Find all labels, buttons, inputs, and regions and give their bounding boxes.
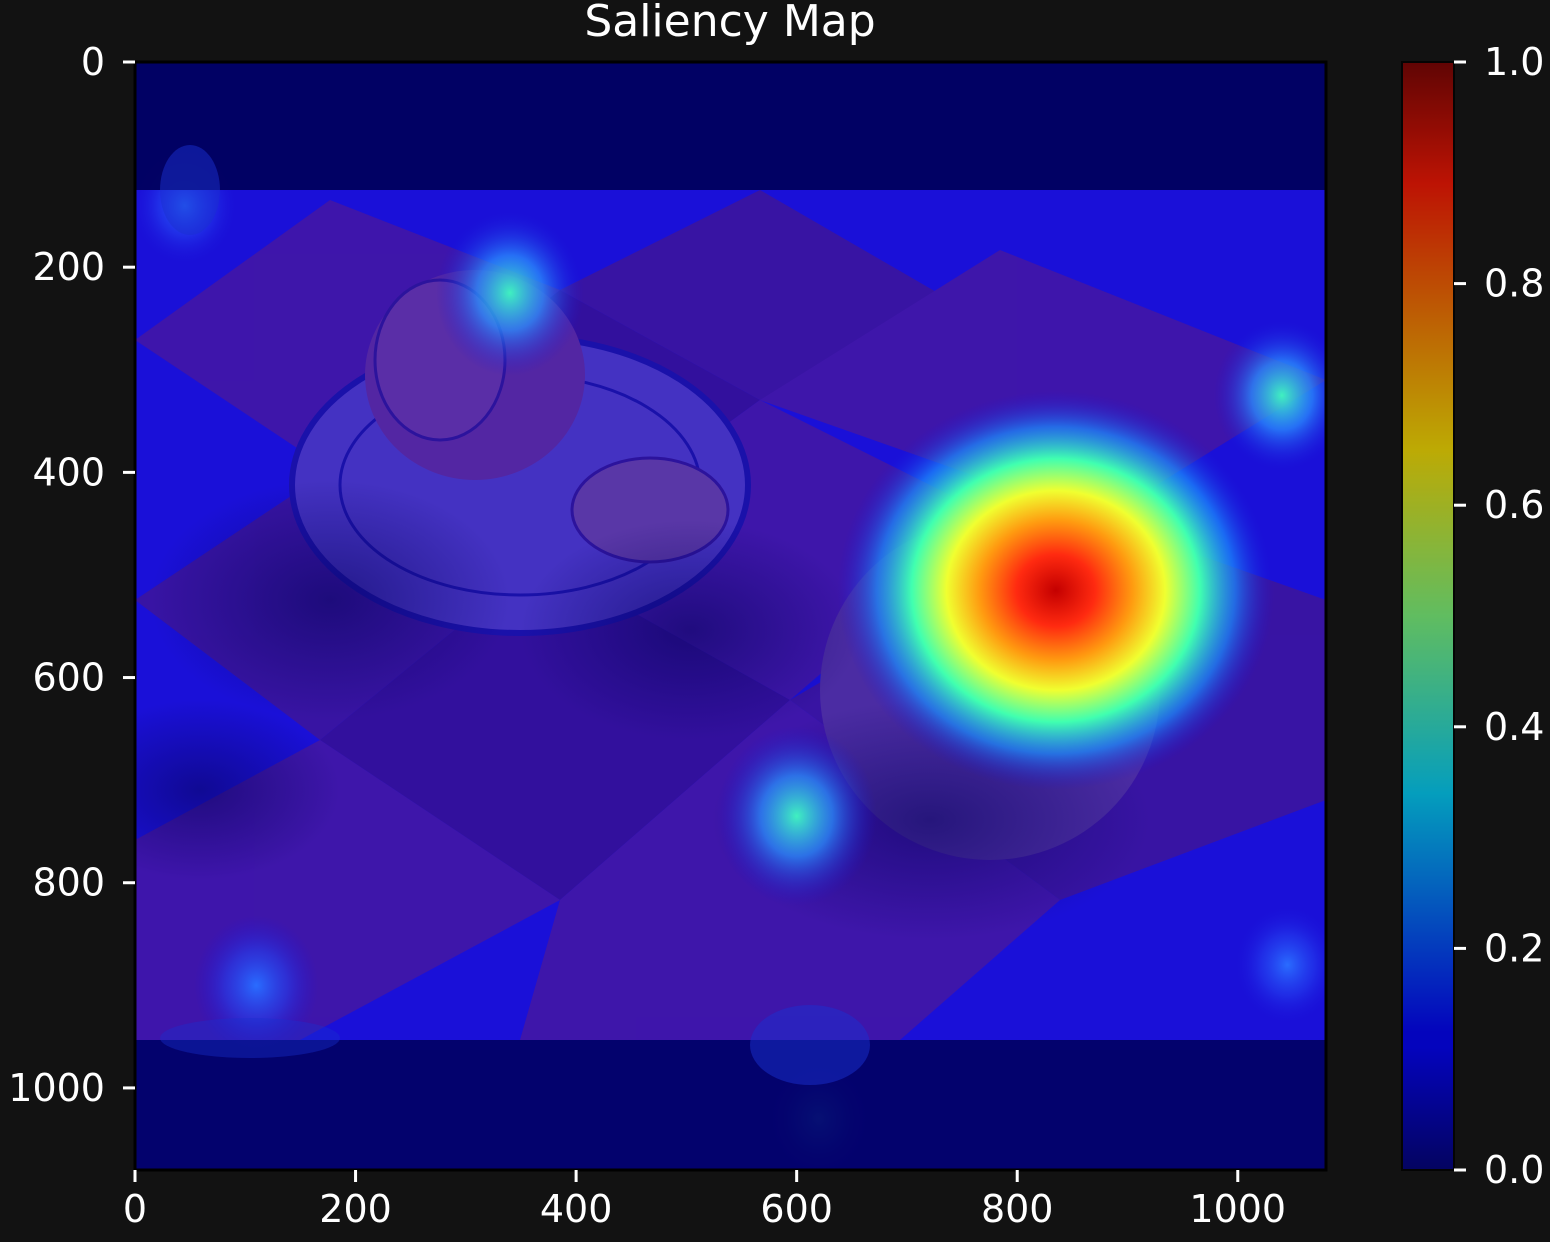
x-tick-label: 600 xyxy=(760,1187,833,1231)
y-axis: 0 200 400 600 800 1000 xyxy=(8,40,135,1110)
x-axis: 0 200 400 600 800 1000 xyxy=(123,1170,1286,1231)
x-tick-label: 1000 xyxy=(1189,1187,1286,1231)
hotspot-2 xyxy=(716,726,877,907)
plot-area xyxy=(135,62,1326,1170)
colorbar-tick-label: 0.8 xyxy=(1484,262,1544,306)
y-tick-label: 800 xyxy=(32,861,105,905)
colorbar-tick-label: 1.0 xyxy=(1484,40,1544,84)
x-tick-label: 400 xyxy=(540,1187,613,1231)
y-tick-label: 600 xyxy=(32,656,105,700)
colorbar-tick-label: 0.2 xyxy=(1484,926,1544,970)
hotspot-3 xyxy=(435,209,584,377)
hotspot-4 xyxy=(1213,318,1326,472)
x-tick-label: 800 xyxy=(981,1187,1054,1231)
y-tick-label: 0 xyxy=(81,40,105,84)
colorbar-tick-label: 0.4 xyxy=(1484,705,1544,749)
x-tick-label: 200 xyxy=(319,1187,392,1231)
padding-band-top xyxy=(135,62,1326,190)
plot-frame xyxy=(133,60,1328,1172)
hotspot-8 xyxy=(1233,904,1326,1026)
colorbar-ticks: 0.0 0.2 0.4 0.6 0.8 1.0 xyxy=(1454,40,1544,1192)
hotspot-1 xyxy=(837,390,1275,790)
padding-band-bottom xyxy=(135,1040,1326,1170)
chart-title: Saliency Map xyxy=(584,0,875,47)
y-tick-label: 1000 xyxy=(8,1066,105,1110)
colorbar-tick-label: 0.6 xyxy=(1484,483,1544,527)
x-tick-label: 0 xyxy=(123,1187,147,1231)
hotspot-5 xyxy=(194,915,319,1056)
colorbar xyxy=(1401,61,1455,1171)
y-tick-label: 400 xyxy=(32,450,105,494)
y-tick-label: 200 xyxy=(32,245,105,289)
colorbar-tick-label: 0.0 xyxy=(1484,1148,1544,1192)
